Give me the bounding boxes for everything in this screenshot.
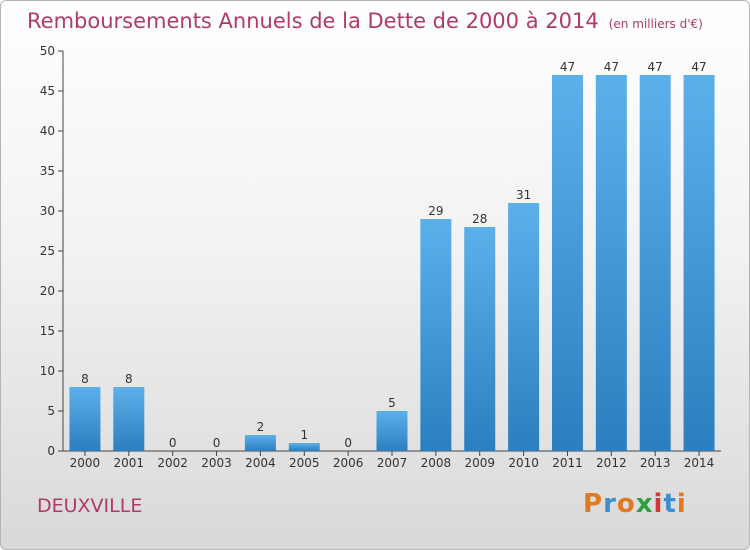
x-tick-label-2001: 2001 xyxy=(114,456,145,470)
y-tick-label: 10 xyxy=(40,364,55,378)
data-label-2011: 47 xyxy=(560,60,575,74)
bar-2011 xyxy=(551,75,583,451)
chart-title: Remboursements Annuels de la Dette de 20… xyxy=(27,9,703,33)
bar-2013 xyxy=(639,75,671,451)
x-tick-label-2005: 2005 xyxy=(289,456,320,470)
data-label-2008: 29 xyxy=(428,204,443,218)
x-tick-label-2010: 2010 xyxy=(508,456,539,470)
x-tick-label-2008: 2008 xyxy=(421,456,452,470)
bar-2004 xyxy=(244,435,276,451)
data-label-2004: 2 xyxy=(257,420,265,434)
bar-2008 xyxy=(420,219,452,451)
y-tick-label: 25 xyxy=(40,244,55,258)
y-tick-label: 50 xyxy=(40,44,55,58)
logo-letter: i xyxy=(676,489,687,519)
data-label-2000: 8 xyxy=(81,372,89,386)
town-name: DEUXVILLE xyxy=(37,495,143,517)
logo-letter: i xyxy=(653,489,664,519)
data-label-2007: 5 xyxy=(388,396,396,410)
y-tick-label: 20 xyxy=(40,284,55,298)
data-label-2012: 47 xyxy=(604,60,619,74)
chart-unit: (en milliers d'€) xyxy=(608,17,703,31)
data-label-2003: 0 xyxy=(213,436,221,450)
data-label-2014: 47 xyxy=(691,60,706,74)
bar-2014 xyxy=(683,75,715,451)
x-tick-label-2012: 2012 xyxy=(596,456,627,470)
y-tick-label: 45 xyxy=(40,84,55,98)
data-label-2006: 0 xyxy=(344,436,352,450)
x-tick-label-2002: 2002 xyxy=(157,456,188,470)
y-tick-label: 5 xyxy=(47,404,55,418)
x-tick-label-2004: 2004 xyxy=(245,456,276,470)
y-tick-label: 30 xyxy=(40,204,55,218)
x-tick-label-2013: 2013 xyxy=(640,456,671,470)
logo-letter: x xyxy=(635,489,654,519)
x-tick-label-2000: 2000 xyxy=(70,456,101,470)
x-tick-label-2003: 2003 xyxy=(201,456,232,470)
logo-letter: r xyxy=(603,489,617,519)
bar-2012 xyxy=(595,75,627,451)
y-tick-label: 40 xyxy=(40,124,55,138)
y-tick-label: 35 xyxy=(40,164,55,178)
logo-letter: P xyxy=(583,489,604,519)
y-tick-label: 0 xyxy=(47,444,55,458)
x-tick-label-2011: 2011 xyxy=(552,456,583,470)
proxiti-logo: Proxiti xyxy=(583,489,687,519)
chart-title-text: Remboursements Annuels de la Dette de 20… xyxy=(27,9,599,33)
bar-2001 xyxy=(113,387,145,451)
bar-2010 xyxy=(508,203,540,451)
x-tick-label-2014: 2014 xyxy=(684,456,715,470)
data-label-2009: 28 xyxy=(472,212,487,226)
logo-letter: t xyxy=(663,489,677,519)
bar-2000 xyxy=(69,387,101,451)
x-tick-label-2007: 2007 xyxy=(377,456,408,470)
data-label-2002: 0 xyxy=(169,436,177,450)
x-tick-label-2009: 2009 xyxy=(464,456,495,470)
y-tick-label: 15 xyxy=(40,324,55,338)
data-label-2010: 31 xyxy=(516,188,531,202)
logo-letter: o xyxy=(616,489,636,519)
data-label-2001: 8 xyxy=(125,372,133,386)
data-label-2013: 47 xyxy=(648,60,663,74)
bar-2005 xyxy=(288,443,320,451)
x-tick-label-2006: 2006 xyxy=(333,456,364,470)
bar-2009 xyxy=(464,227,496,451)
bar-2007 xyxy=(376,411,408,451)
data-label-2005: 1 xyxy=(300,428,308,442)
